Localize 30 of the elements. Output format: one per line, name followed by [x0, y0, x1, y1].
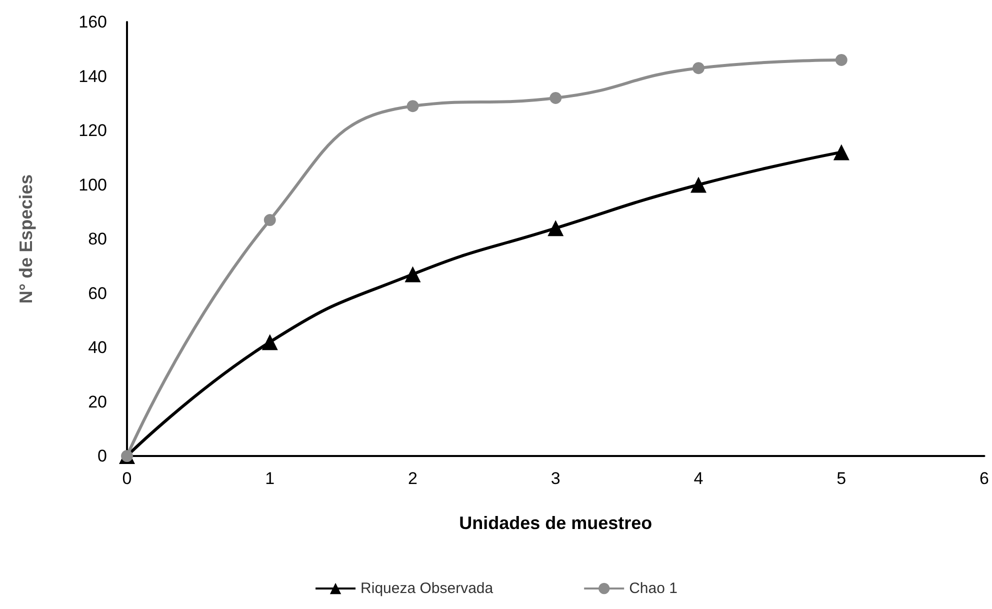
x-tick-label: 1 — [265, 469, 275, 488]
point — [264, 214, 276, 226]
point — [406, 100, 419, 112]
point — [692, 62, 705, 74]
x-tick-label: 3 — [550, 469, 560, 488]
y-tick-label: 20 — [88, 392, 107, 412]
x-tick-label: 5 — [836, 469, 846, 488]
y-tick-label: 120 — [78, 121, 107, 140]
x-tick-label: 0 — [122, 469, 132, 488]
y-tick-label: 160 — [78, 12, 107, 32]
legend-label: Riqueza Observada — [360, 580, 494, 597]
point — [690, 176, 707, 193]
y-tick-label: 40 — [88, 338, 107, 357]
legend-label: Chao 1 — [629, 580, 678, 597]
x-tick-label: 2 — [408, 469, 418, 488]
x-tick-label: 4 — [694, 469, 704, 488]
point — [833, 144, 850, 160]
y-axis-title: N° de Especies — [16, 174, 36, 304]
point — [550, 92, 562, 104]
y-tick-label: 100 — [78, 175, 107, 194]
point — [262, 334, 278, 350]
point — [548, 220, 564, 236]
y-tick-label: 140 — [78, 66, 107, 86]
y-tick-label: 60 — [88, 284, 107, 303]
y-tick-label: 0 — [98, 446, 107, 466]
x-axis-title: Unidades de muestreo — [459, 513, 652, 533]
y-tick-label: 80 — [88, 230, 107, 248]
point — [835, 54, 848, 66]
point — [404, 266, 421, 282]
x-tick-label: 6 — [980, 469, 990, 488]
